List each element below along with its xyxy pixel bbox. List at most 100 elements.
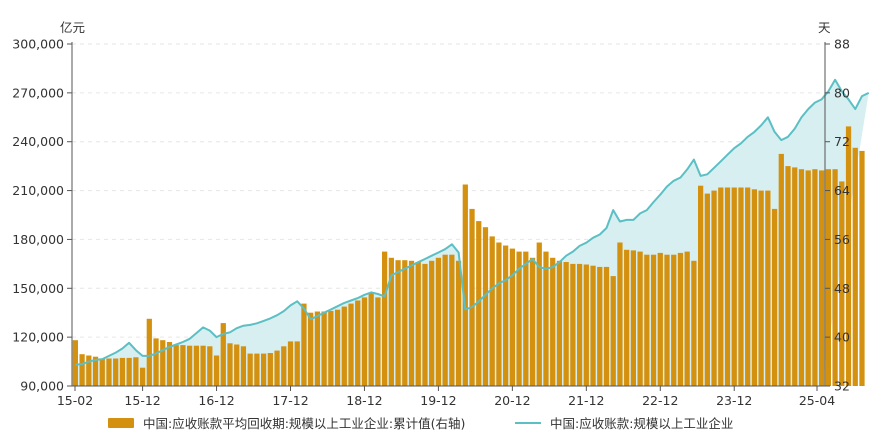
bar: [213, 355, 220, 386]
bar: [812, 169, 818, 386]
x-tick-label: 15-12: [124, 393, 160, 408]
bar: [839, 181, 845, 386]
bar: [516, 251, 522, 386]
bar: [845, 126, 852, 387]
x-tick-label: 20-12: [494, 393, 530, 408]
bar: [825, 169, 831, 386]
bar: [771, 208, 778, 386]
bar: [314, 311, 321, 386]
x-tick-label: 22-12: [642, 393, 678, 408]
bar: [254, 353, 260, 386]
bar: [677, 252, 684, 386]
bar: [745, 187, 751, 386]
bar: [711, 190, 717, 386]
y-right-tick-label: 48: [834, 281, 850, 296]
bar: [798, 169, 805, 386]
bar: [852, 147, 858, 386]
bar: [671, 254, 677, 386]
y-right-tick-label: 64: [834, 183, 850, 198]
bar: [603, 266, 610, 386]
bar: [193, 345, 199, 386]
legend-swatch-bar: [108, 418, 134, 428]
bar: [348, 303, 354, 386]
bar: [657, 252, 663, 386]
x-tick-label: 19-12: [420, 393, 456, 408]
y-left-tick-label: 150,000: [12, 281, 64, 296]
x-tick-label: 16-12: [198, 393, 234, 408]
bar: [415, 262, 421, 386]
bar: [294, 341, 300, 386]
bar: [556, 260, 563, 386]
bar: [113, 358, 119, 386]
series-line-receivables: [75, 78, 869, 366]
bar: [476, 221, 482, 386]
bar: [200, 345, 206, 386]
x-tick-label: 18-12: [346, 393, 382, 408]
bar: [832, 169, 838, 386]
bar: [536, 242, 542, 386]
y-left-tick-label: 270,000: [12, 85, 64, 100]
bar: [388, 257, 394, 387]
area-layer: [75, 79, 869, 387]
bar: [361, 297, 368, 386]
bar: [610, 276, 616, 386]
bar: [126, 357, 132, 386]
bar: [402, 260, 408, 386]
bar: [691, 260, 697, 386]
bar: [368, 293, 374, 386]
bar: [819, 170, 825, 386]
bar: [684, 251, 690, 386]
bar: [583, 264, 589, 386]
bar: [644, 254, 650, 386]
bar: [489, 236, 495, 386]
bar: [630, 250, 637, 386]
bar: [563, 262, 569, 386]
bar: [435, 257, 442, 387]
y-right-tick-label: 40: [834, 330, 850, 345]
bar: [240, 346, 247, 386]
bar: [207, 346, 213, 386]
y-left-tick-label: 90,000: [20, 379, 64, 394]
series-area-receivables: [75, 79, 869, 387]
y-left-tick-label: 300,000: [12, 37, 64, 52]
right-axis-unit: 天: [818, 20, 831, 35]
bar: [133, 357, 139, 386]
bar: [496, 242, 502, 386]
axes: 90,000 120,000 150,000 180,000 210,000 240,00…: [12, 37, 850, 409]
bar: [624, 249, 630, 386]
bar: [576, 263, 583, 386]
bar: [395, 260, 401, 386]
x-tick-label: 17-12: [272, 393, 308, 408]
bar: [550, 257, 556, 387]
legend-label-bar: 中国:应收账款平均回收期:规模以上工业企业:累计值(右轴): [143, 416, 465, 430]
bar: [92, 356, 99, 386]
x-tick-label: 21-12: [568, 393, 604, 408]
bar: [260, 353, 267, 386]
bar: [429, 260, 435, 386]
bar: [805, 170, 811, 386]
bar: [86, 355, 92, 386]
bar: [778, 153, 784, 386]
bar: [119, 357, 126, 386]
bar: [220, 323, 226, 386]
bar: [792, 167, 798, 386]
y-right-tick-label: 88: [834, 37, 850, 52]
bar: [160, 340, 166, 386]
left-axis-unit: 亿元: [60, 20, 85, 35]
bar: [247, 353, 253, 386]
bar: [617, 242, 623, 386]
x-tick-label: 23-12: [716, 393, 752, 408]
bar: [267, 353, 273, 386]
bar: [859, 150, 865, 386]
bar: [469, 208, 475, 386]
bar: [509, 248, 515, 386]
bar: [301, 303, 307, 386]
y-left-tick-label: 210,000: [12, 183, 64, 198]
bar: [99, 358, 105, 386]
bar: [590, 265, 596, 386]
bar: [422, 263, 428, 386]
bar: [328, 310, 334, 386]
bar: [321, 311, 327, 386]
bar: [287, 341, 294, 386]
